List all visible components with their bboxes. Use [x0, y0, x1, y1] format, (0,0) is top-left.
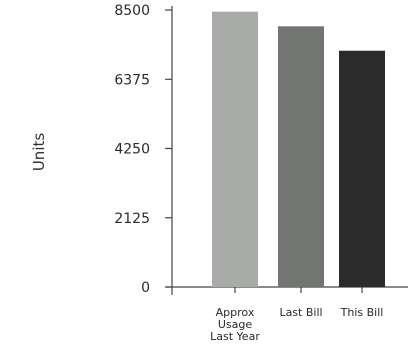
y-ticks: 0 2125 4250 6375 8500 — [114, 3, 172, 296]
x-tick-labels: Approx Usage Last Year Last Bill This Bill — [210, 306, 383, 343]
x-tick-label-line: This Bill — [340, 306, 384, 319]
x-tick-label-line: Usage — [218, 318, 253, 331]
x-tick-label: Last Bill — [279, 306, 322, 319]
x-tick-label-line: Approx — [216, 306, 255, 319]
y-tick-label: 8500 — [114, 3, 150, 19]
bar — [278, 26, 324, 287]
y-tick-label: 6375 — [114, 72, 150, 88]
x-tick-label: Approx Usage Last Year — [210, 306, 260, 343]
y-tick-label: 2125 — [114, 211, 150, 227]
y-axis-title: Units — [30, 133, 48, 172]
y-tick-label: 0 — [141, 280, 150, 296]
y-tick-label: 4250 — [114, 142, 150, 158]
bar — [212, 11, 258, 287]
x-tick-label: This Bill — [340, 306, 384, 319]
bar — [339, 50, 385, 288]
x-tick-label-line: Last Year — [210, 330, 260, 343]
x-tick-label-line: Last Bill — [279, 306, 322, 319]
bars — [212, 11, 385, 293]
